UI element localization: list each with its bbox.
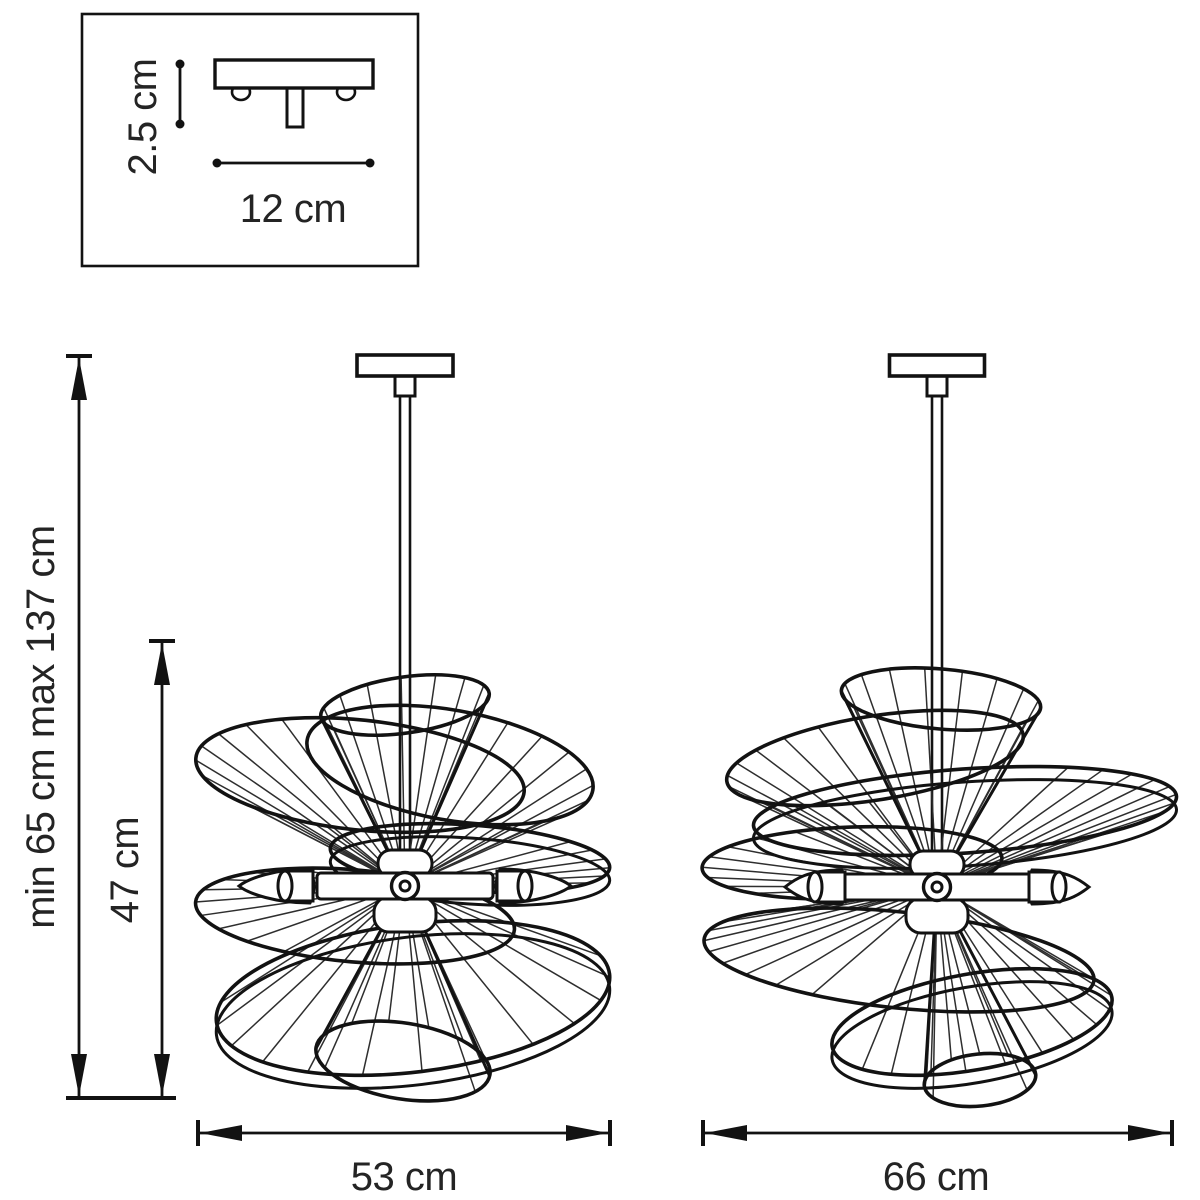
hub-body-lower (904, 896, 970, 935)
dimension-endpoint-dot (175, 59, 185, 69)
shade-height-dimension: 47 cm (103, 639, 175, 1096)
ceiling-canopy-drawing (213, 58, 375, 129)
arrow-up (71, 358, 87, 400)
ribbon-loop-edge (214, 932, 612, 1090)
hub-center-pin (930, 880, 944, 894)
ribbon-loop-edge (830, 980, 1114, 1090)
pendant-lamp-small (193, 353, 612, 1103)
canopy-height-label: 2.5 cm (121, 58, 165, 175)
canopy-height-dimension: 2.5 cm (121, 58, 185, 176)
small-lamp-width-dimension: 53 cm (196, 1120, 612, 1199)
ceiling-mount-plate (887, 353, 987, 378)
canopy-detail-box: 2.5 cm 12 cm (80, 12, 420, 268)
dimension-endpoint-dot (175, 119, 185, 129)
ribbon-loop-edge (328, 835, 612, 907)
ribbon-loop (922, 1051, 1038, 1109)
canopy-stem (285, 86, 305, 129)
lamp-hub (236, 848, 574, 934)
socket-cap-left (806, 870, 824, 904)
arrow-left (705, 1125, 747, 1141)
arrow-down (71, 1054, 87, 1096)
socket-cap-right (516, 869, 534, 903)
detail-box-border (80, 12, 420, 268)
ribbon-loop (830, 966, 1114, 1078)
large-lamp-width-label: 66 cm (883, 1155, 989, 1199)
arrow-up (154, 643, 170, 685)
arrow-right (566, 1125, 608, 1141)
pendant-lamp-large (700, 353, 1179, 1109)
ribbon-loop (194, 715, 526, 835)
hub-center-pin (398, 879, 412, 893)
large-lamp-width-dimension: 66 cm (701, 1120, 1174, 1199)
socket-cap-right (1050, 870, 1068, 904)
ribbon-loop (839, 666, 1043, 732)
shade-height-label: 47 cm (103, 817, 147, 923)
ribbon-loop (724, 708, 1026, 808)
arrow-left (200, 1125, 242, 1141)
dimension-endpoint-dot (212, 158, 222, 168)
ribbon-loop (193, 866, 517, 966)
overall-height-dimension: min 65 cm max 137 cm (19, 354, 176, 1100)
arrow-down (154, 1054, 170, 1096)
stem-connector (393, 373, 417, 398)
small-lamp-width-label: 53 cm (351, 1155, 457, 1199)
overall-height-label: min 65 cm max 137 cm (19, 525, 63, 928)
canopy-width-label: 12 cm (240, 187, 346, 231)
ribbon-loop (305, 703, 595, 827)
ribbon-loop (751, 764, 1179, 858)
lamp-hub (782, 849, 1092, 935)
canopy-plate (213, 58, 375, 90)
hanger-stem (930, 396, 944, 853)
ceiling-mount-plate (355, 353, 455, 378)
hanger-stem (398, 396, 412, 852)
hub-body-lower (372, 895, 438, 934)
canopy-width-dimension: 12 cm (212, 158, 375, 231)
shade-ribbon-loops (700, 666, 1179, 1109)
socket-cap-left (276, 869, 294, 903)
stem-connector (925, 373, 949, 398)
dimension-endpoint-dot (365, 158, 375, 168)
arrow-right (1128, 1125, 1170, 1141)
